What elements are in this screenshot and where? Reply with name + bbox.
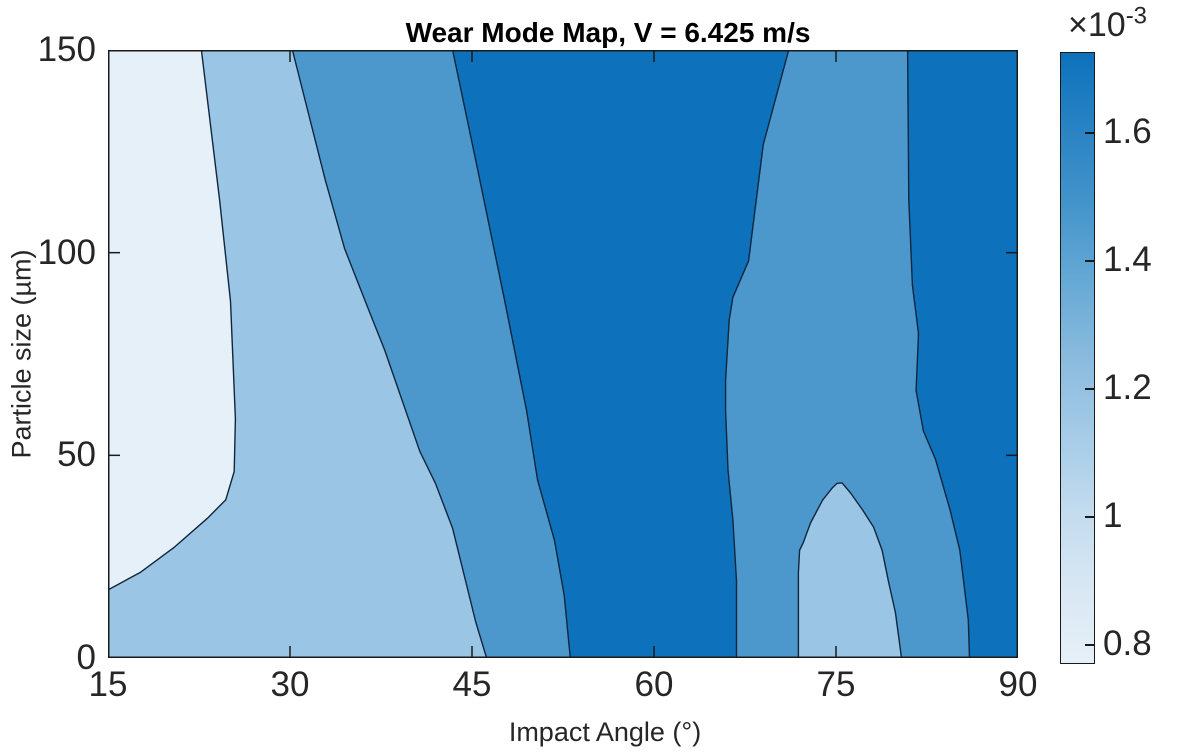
- y-tick-label-150: 150: [37, 30, 96, 69]
- x-tick-label-30: 30: [270, 665, 310, 704]
- contour-line-c2-low-wear-pocket: [797, 482, 903, 658]
- x-tick-label-45: 45: [452, 665, 492, 704]
- colorbar-tick-label-1.6: 1.6: [1103, 112, 1152, 151]
- contour-plot-area: [108, 50, 1018, 658]
- contour-line-c3-dark-medium-mid: [724, 50, 790, 658]
- y-tick-label-100: 100: [37, 232, 96, 272]
- y-tick-label-50: 50: [57, 435, 96, 475]
- contour-region-dark-band-right-edge: [907, 50, 1018, 658]
- contour-region-pale-band-low-angle: [108, 50, 236, 590]
- y-tick-label-0: 0: [76, 638, 96, 677]
- colorbar-tick-label-1.2: 1.2: [1103, 368, 1152, 408]
- contour-line-c3-medium-dark-right: [906, 50, 971, 658]
- axes-box: [108, 50, 1018, 658]
- contour-line-c1-pale-light: [108, 50, 237, 591]
- contour-region-dark-band-center-peak: [452, 50, 789, 658]
- x-tick-label-90: 90: [998, 665, 1038, 704]
- colorbar-tick-label-1.4: 1.4: [1103, 240, 1152, 280]
- colorbar-tick-label-1: 1: [1103, 496, 1123, 536]
- colorbar-tickmark-1.2: [1085, 388, 1094, 391]
- colorbar-tickmark-1.6: [1085, 132, 1094, 134]
- x-axis-label: Impact Angle (°): [508, 717, 702, 747]
- contour-line-c2-light-medium-left: [291, 50, 488, 658]
- y-axis-label: Particle size (µm): [6, 249, 37, 459]
- colorbar: [1060, 52, 1095, 664]
- chart-title: Wear Mode Map, V = 6.425 m/s: [405, 17, 811, 48]
- contour-region-medium-band-left: [292, 50, 571, 658]
- colorbar-tickmark-1.4: [1085, 260, 1094, 263]
- colorbar-exponent-label: ×10-3: [1068, 2, 1148, 45]
- colorbar-exponent-power: -3: [1125, 2, 1148, 30]
- x-tick-label-75: 75: [816, 665, 856, 704]
- colorbar-tickmark-1: [1085, 516, 1094, 519]
- contour-region-light-pocket-dome: [798, 482, 902, 658]
- contour-plot-svg: [108, 50, 1018, 658]
- colorbar-tickmark-0.8: [1085, 644, 1094, 647]
- x-tick-label-60: 60: [634, 665, 674, 704]
- colorbar-tick-label-0.8: 0.8: [1103, 624, 1152, 664]
- x-tick-label-15: 15: [88, 665, 128, 704]
- contour-line-c3-medium-dark-left: [451, 50, 571, 658]
- colorbar-exponent-base: ×10: [1068, 6, 1126, 44]
